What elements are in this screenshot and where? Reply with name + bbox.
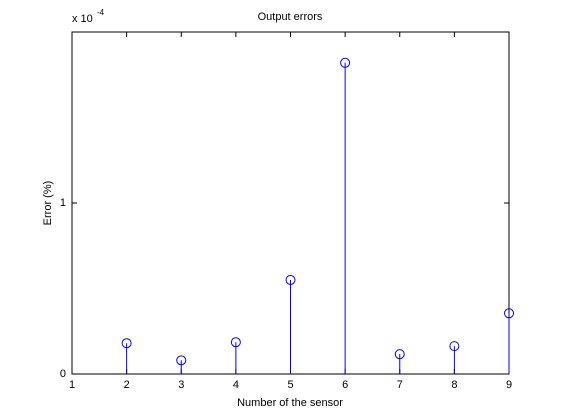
stem-marker <box>230 337 241 348</box>
x-tick-label: 6 <box>342 379 348 391</box>
stem-marker <box>285 274 296 285</box>
y-axis-label: Error (%) <box>42 181 54 226</box>
x-tick-label: 2 <box>124 379 130 391</box>
y-tick-label: 0 <box>60 368 66 380</box>
x-tick-label: 7 <box>397 379 403 391</box>
stem-marker <box>394 349 405 360</box>
stem-marker <box>340 57 351 68</box>
stem-marker <box>176 355 187 366</box>
x-tick-label: 1 <box>69 379 75 391</box>
stem-marker <box>449 341 460 352</box>
chart-title: Output errors <box>258 11 323 23</box>
x-tick-label: 8 <box>451 379 457 391</box>
y-exponent-power: -4 <box>97 8 105 17</box>
x-tick-label: 9 <box>506 379 512 391</box>
x-tick-label: 4 <box>233 379 239 391</box>
y-tick-label: 1 <box>60 197 66 209</box>
x-axis-label: Number of the sensor <box>237 397 343 409</box>
stem-marker <box>121 338 132 349</box>
x-tick-label: 3 <box>178 379 184 391</box>
stem-marker <box>504 308 514 319</box>
x-tick-label: 5 <box>287 379 293 391</box>
y-exponent-base: x 10 <box>72 13 93 25</box>
